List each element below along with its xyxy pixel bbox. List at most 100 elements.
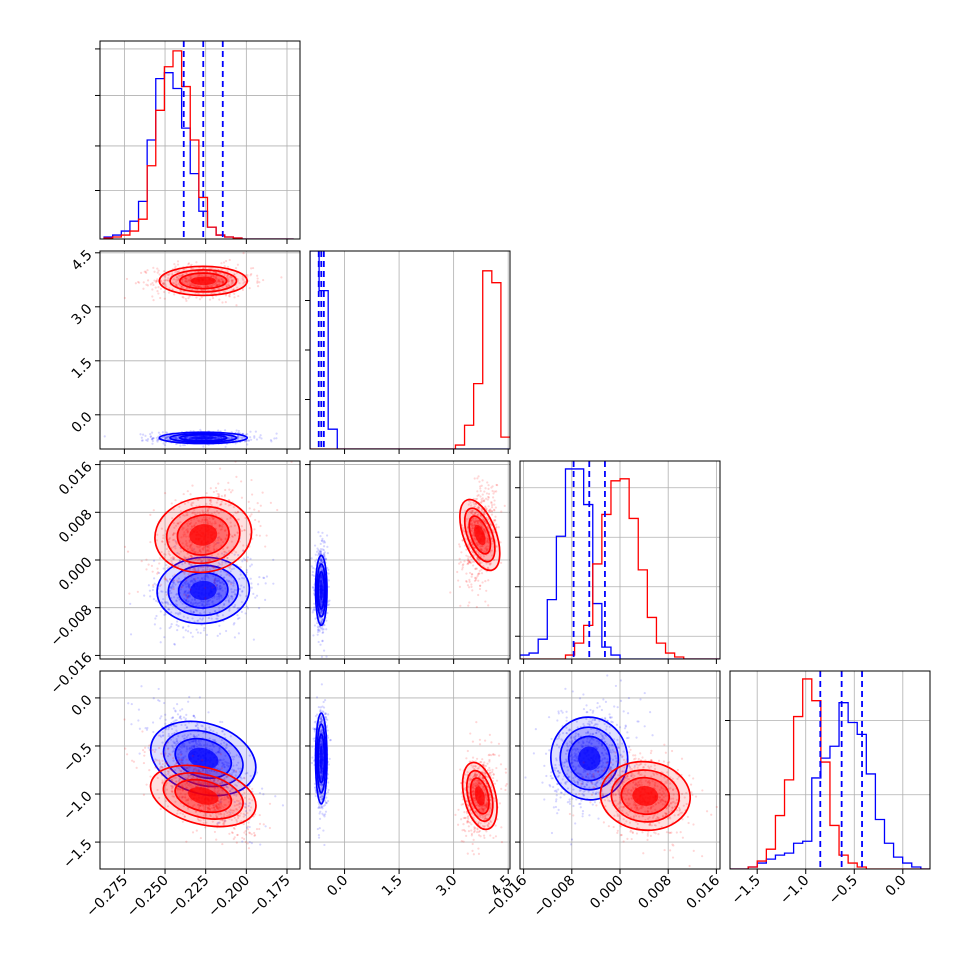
sample-point-red <box>214 584 218 587</box>
sample-point-red <box>167 291 171 294</box>
sample-point-red <box>212 566 215 569</box>
sample-point-red <box>182 514 185 517</box>
sample-point-blue <box>193 735 196 738</box>
sample-point-blue <box>321 548 324 551</box>
sample-point-blue <box>194 580 197 583</box>
sample-point-red <box>215 805 218 808</box>
sample-point-red <box>175 542 178 545</box>
sample-point-blue <box>181 602 184 605</box>
sample-point-red <box>236 531 239 534</box>
sample-point-red <box>178 283 182 287</box>
sample-point-red <box>192 568 195 571</box>
sample-point-blue <box>191 579 194 582</box>
sample-point-red <box>186 490 189 493</box>
sample-point-red <box>248 287 251 290</box>
sample-point-blue <box>198 696 201 699</box>
sample-point-blue <box>194 579 197 582</box>
sample-point-blue <box>320 568 324 571</box>
sample-point-blue <box>207 768 211 771</box>
sample-point-blue <box>168 438 171 441</box>
sample-point-blue <box>254 430 257 433</box>
sample-point-blue <box>159 610 162 613</box>
sample-point-blue <box>185 767 188 770</box>
sample-point-blue <box>165 579 169 582</box>
sample-point-red <box>485 562 488 565</box>
sample-point-red <box>189 554 192 557</box>
sample-point-blue <box>222 582 225 586</box>
sample-point-red <box>481 581 484 584</box>
sample-point-red <box>220 503 223 506</box>
sample-point-blue <box>185 593 188 596</box>
sample-point-blue <box>215 436 218 439</box>
sample-point-red <box>167 550 170 553</box>
sample-point-red <box>195 285 198 288</box>
sample-point-blue <box>222 758 225 761</box>
sample-point-red <box>219 813 222 816</box>
sample-point-red <box>210 285 213 288</box>
sample-point-blue <box>148 589 151 592</box>
sample-point-blue <box>183 743 186 746</box>
sample-point-blue <box>187 594 190 597</box>
sample-point-blue <box>253 436 256 439</box>
sample-point-red <box>212 517 215 520</box>
sample-point-blue <box>238 616 241 620</box>
sample-point-red <box>229 525 233 528</box>
sample-point-red <box>234 769 238 773</box>
sample-point-blue <box>172 740 175 743</box>
sample-point-red <box>490 486 493 489</box>
sample-point-red <box>182 533 185 536</box>
sample-point-blue <box>189 609 192 612</box>
sample-point-blue <box>220 800 223 804</box>
sample-point-blue <box>188 747 191 750</box>
sample-point-red <box>209 558 212 562</box>
sample-point-blue <box>190 611 193 614</box>
sample-point-blue <box>159 627 162 630</box>
sample-point-red <box>233 296 236 299</box>
sample-point-blue <box>216 587 219 590</box>
sample-point-blue <box>316 628 320 632</box>
sample-point-red <box>221 819 224 822</box>
sample-point-blue <box>207 576 210 579</box>
sample-point-blue <box>175 599 178 602</box>
sample-point-blue <box>234 783 237 786</box>
sample-point-blue <box>319 550 323 553</box>
sample-point-blue <box>171 732 174 736</box>
sample-point-red <box>188 784 191 788</box>
sample-point-red <box>222 290 225 293</box>
sample-point-red <box>198 298 202 301</box>
sample-point-blue <box>189 774 192 777</box>
sample-point-blue <box>189 601 193 604</box>
sample-point-red <box>186 799 189 802</box>
sample-point-red <box>213 780 216 783</box>
sample-point-red <box>189 284 192 287</box>
sample-point-red <box>218 808 221 811</box>
sample-point-red <box>471 589 474 592</box>
sample-point-red <box>180 769 183 773</box>
sample-point-blue <box>220 596 223 599</box>
sample-point-red <box>212 545 215 548</box>
sample-point-red <box>476 520 479 523</box>
sample-point-blue <box>182 716 186 719</box>
sample-point-red <box>165 279 168 282</box>
sample-point-red <box>485 549 489 552</box>
sample-point-red <box>182 535 185 538</box>
sample-point-blue <box>171 605 175 608</box>
sample-point-blue <box>183 745 186 749</box>
sample-point-red <box>182 492 185 496</box>
sample-point-blue <box>321 537 324 540</box>
sample-point-red <box>241 288 245 291</box>
sample-point-blue <box>220 742 223 745</box>
sample-point-red <box>185 557 188 560</box>
sample-point-red <box>157 292 160 295</box>
sample-point-red <box>247 847 251 850</box>
sample-point-blue <box>217 429 220 432</box>
sample-point-red <box>196 558 199 562</box>
sample-point-blue <box>225 785 228 788</box>
sample-point-blue <box>198 612 202 615</box>
sample-point-red <box>190 525 194 529</box>
sample-point-blue <box>184 436 187 439</box>
sample-point-blue <box>192 768 195 771</box>
sample-point-red <box>185 543 188 546</box>
sample-point-blue <box>231 581 234 584</box>
